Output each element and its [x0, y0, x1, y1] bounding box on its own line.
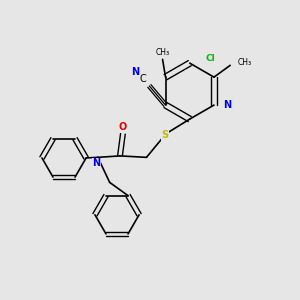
Text: N: N [92, 158, 101, 168]
Text: S: S [161, 130, 168, 140]
Text: Cl: Cl [206, 54, 216, 63]
Text: CH₃: CH₃ [155, 49, 170, 58]
Text: O: O [119, 122, 127, 132]
Text: C: C [140, 74, 146, 85]
Text: CH₃: CH₃ [238, 58, 252, 68]
Text: N: N [223, 100, 231, 110]
Text: N: N [131, 67, 139, 77]
